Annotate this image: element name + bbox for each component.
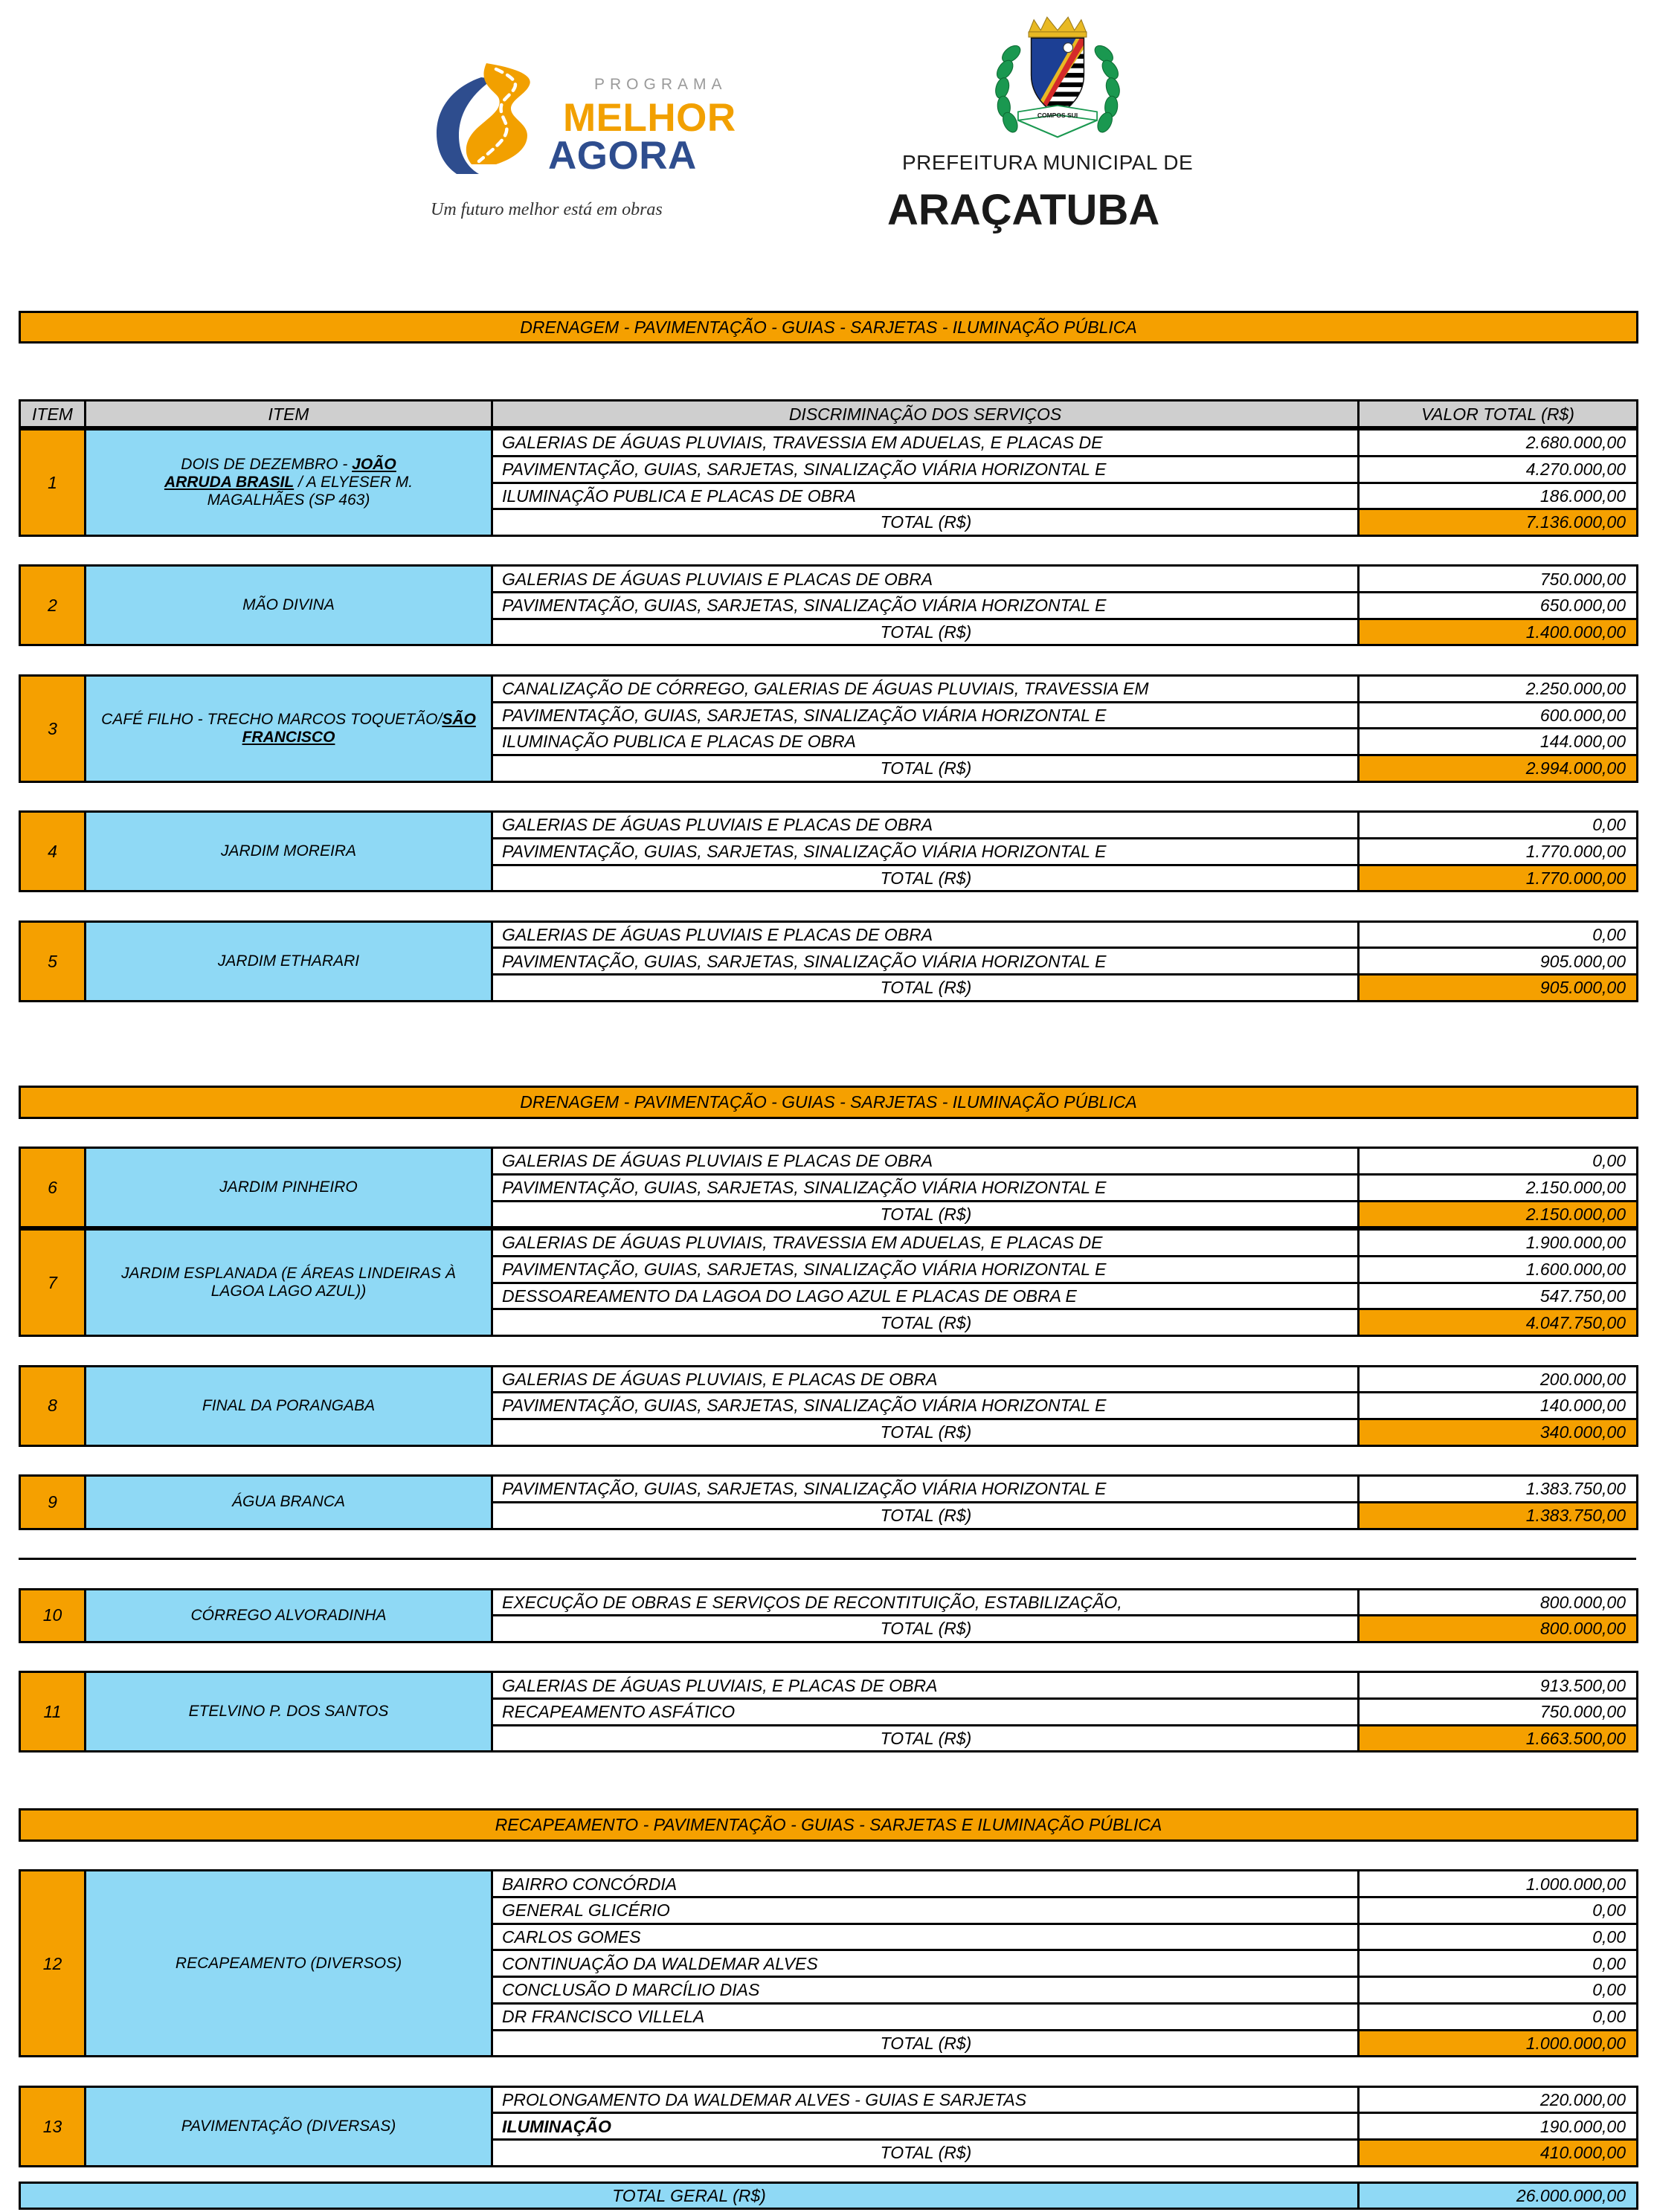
- svg-text:COMPOS SUI: COMPOS SUI: [1037, 112, 1078, 119]
